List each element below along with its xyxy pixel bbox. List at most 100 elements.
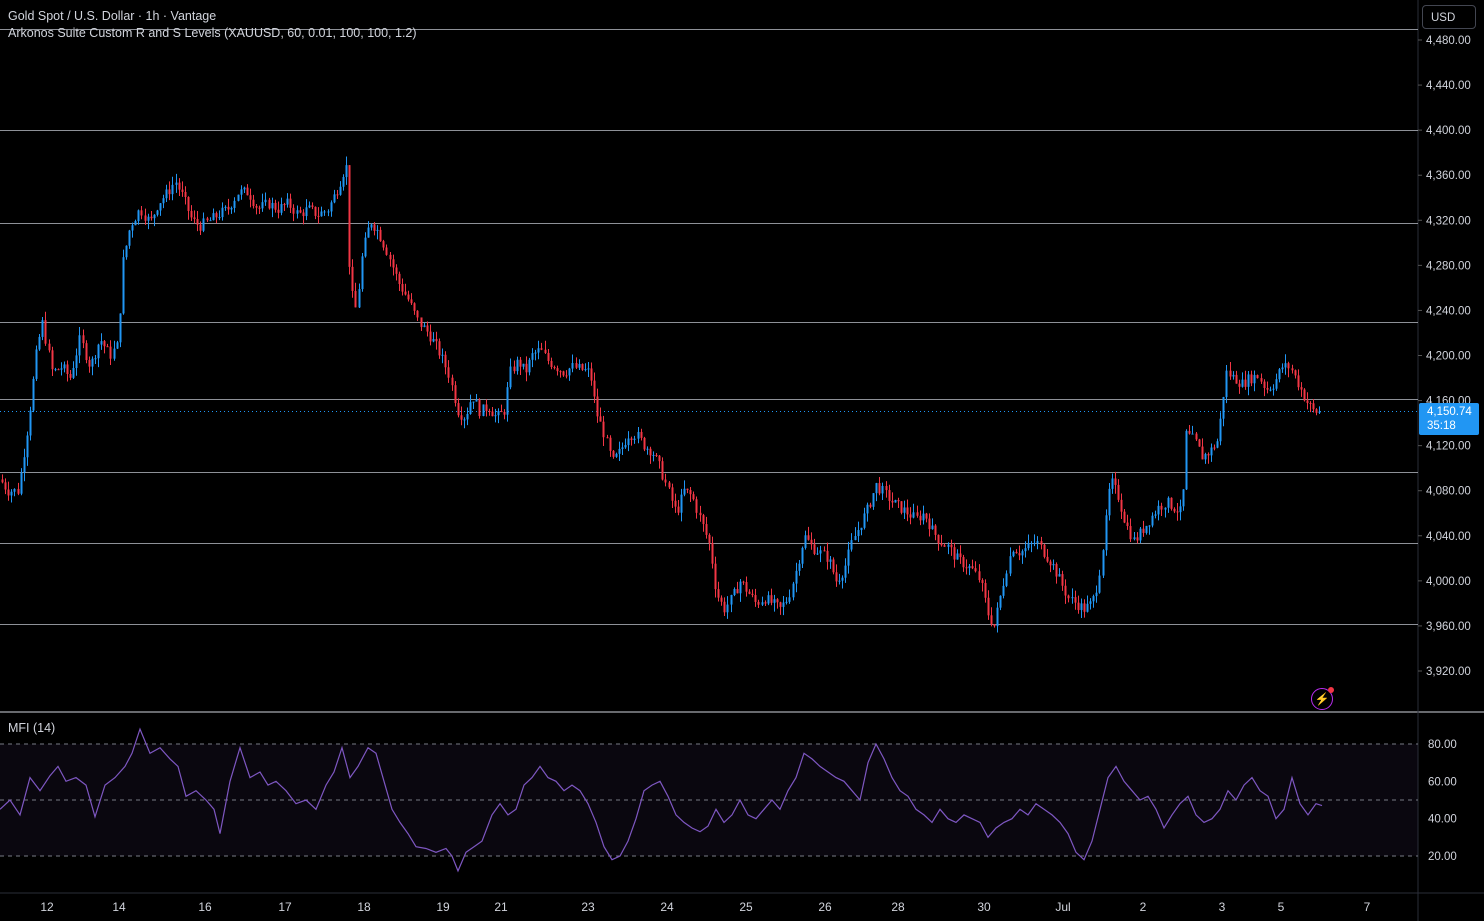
candle-body: [1160, 505, 1163, 510]
candle-body: [159, 203, 162, 211]
candle-body: [1198, 439, 1201, 447]
time-tick-label: 14: [112, 900, 126, 914]
candle-body: [1098, 575, 1101, 593]
lightning-icon[interactable]: ⚡: [1311, 687, 1334, 710]
candle-body: [1033, 542, 1036, 544]
candle-body: [323, 211, 326, 213]
candle-body: [398, 273, 401, 285]
candle-body: [751, 593, 754, 596]
candle-body: [1291, 368, 1294, 371]
candle-body: [348, 165, 351, 267]
candle-body: [897, 500, 900, 502]
candle-body: [928, 518, 931, 530]
indicator-label[interactable]: Arkonos Suite Custom R and S Levels (XAU…: [8, 26, 417, 40]
candle-body: [1086, 603, 1089, 612]
candle-body: [984, 583, 987, 598]
candle-body: [674, 500, 677, 507]
candle-body: [1114, 478, 1117, 485]
candle-body: [1055, 564, 1058, 577]
candle-body: [252, 199, 255, 207]
candle-body: [959, 553, 962, 558]
candle-body: [885, 485, 888, 491]
candle-body: [122, 257, 125, 314]
candle-body: [23, 457, 26, 473]
candle-body: [903, 507, 906, 513]
candle-body: [891, 500, 894, 503]
candle-body: [1244, 379, 1247, 387]
candle-body: [748, 591, 751, 594]
candle-body: [519, 359, 522, 367]
candle-body: [850, 540, 853, 550]
candle-body: [816, 553, 819, 555]
candle-body: [1229, 370, 1232, 377]
candle-body: [1204, 454, 1207, 460]
candle-body: [199, 224, 202, 231]
candle-body: [109, 346, 112, 359]
time-tick-label: 25: [739, 900, 753, 914]
candle-body: [209, 220, 212, 222]
candle-body: [618, 448, 621, 454]
candle-body: [51, 350, 54, 370]
candle-body: [274, 202, 277, 210]
candle-body: [1207, 454, 1210, 456]
candle-body: [373, 224, 376, 231]
candle-body: [212, 213, 215, 221]
candle-body: [730, 595, 733, 605]
candle-body: [714, 563, 717, 590]
candle-body: [1176, 511, 1179, 513]
candle-body: [187, 196, 190, 211]
candle-body: [1170, 497, 1173, 509]
candle-body: [69, 373, 72, 378]
candle-body: [1195, 433, 1198, 440]
currency-selector[interactable]: USD: [1422, 5, 1476, 29]
candle-body: [804, 535, 807, 548]
price-tick-label: 4,440.00: [1426, 80, 1471, 92]
candle-body: [1297, 375, 1300, 388]
candle-body: [382, 241, 385, 248]
last-price-value: 4,150.74: [1427, 406, 1472, 418]
candle-body: [413, 303, 416, 311]
price-tick-label: 4,000.00: [1426, 576, 1471, 588]
candle-body: [57, 369, 60, 371]
candle-body: [847, 549, 850, 566]
candle-body: [258, 207, 261, 209]
mfi-indicator-label[interactable]: MFI (14): [8, 721, 56, 735]
candle-body: [144, 215, 147, 221]
candle-body: [78, 335, 81, 356]
candle-body: [544, 349, 547, 353]
candle-body: [475, 399, 478, 402]
candle-body: [717, 589, 720, 598]
candle-body: [1281, 367, 1284, 370]
candle-body: [1120, 499, 1123, 512]
candle-body: [826, 550, 829, 562]
candle-body: [931, 525, 934, 530]
time-tick-label: 17: [278, 900, 292, 914]
candle-body: [1167, 497, 1170, 508]
candle-body: [119, 313, 122, 343]
candle-body: [165, 189, 168, 199]
candle-body: [292, 207, 295, 214]
candle-body: [1021, 551, 1024, 556]
candle-body: [934, 525, 937, 535]
candle-body: [230, 207, 233, 210]
candle-body: [311, 205, 314, 207]
candle-body: [720, 597, 723, 602]
candle-body: [404, 291, 407, 295]
candle-body: [661, 461, 664, 480]
candle-body: [106, 346, 109, 348]
candle-body: [1030, 543, 1033, 545]
candle-body: [435, 338, 438, 342]
candle-body: [764, 602, 767, 604]
candle-body: [761, 602, 764, 605]
candle-body: [875, 483, 878, 494]
candle-body: [305, 207, 308, 217]
time-tick-label: 26: [818, 900, 832, 914]
candle-body: [922, 513, 925, 521]
candle-body: [999, 595, 1002, 608]
candle-body: [658, 455, 661, 462]
candle-body: [1046, 556, 1049, 562]
candle-body: [699, 512, 702, 516]
candle-body: [599, 416, 602, 422]
candle-body: [1077, 602, 1080, 611]
